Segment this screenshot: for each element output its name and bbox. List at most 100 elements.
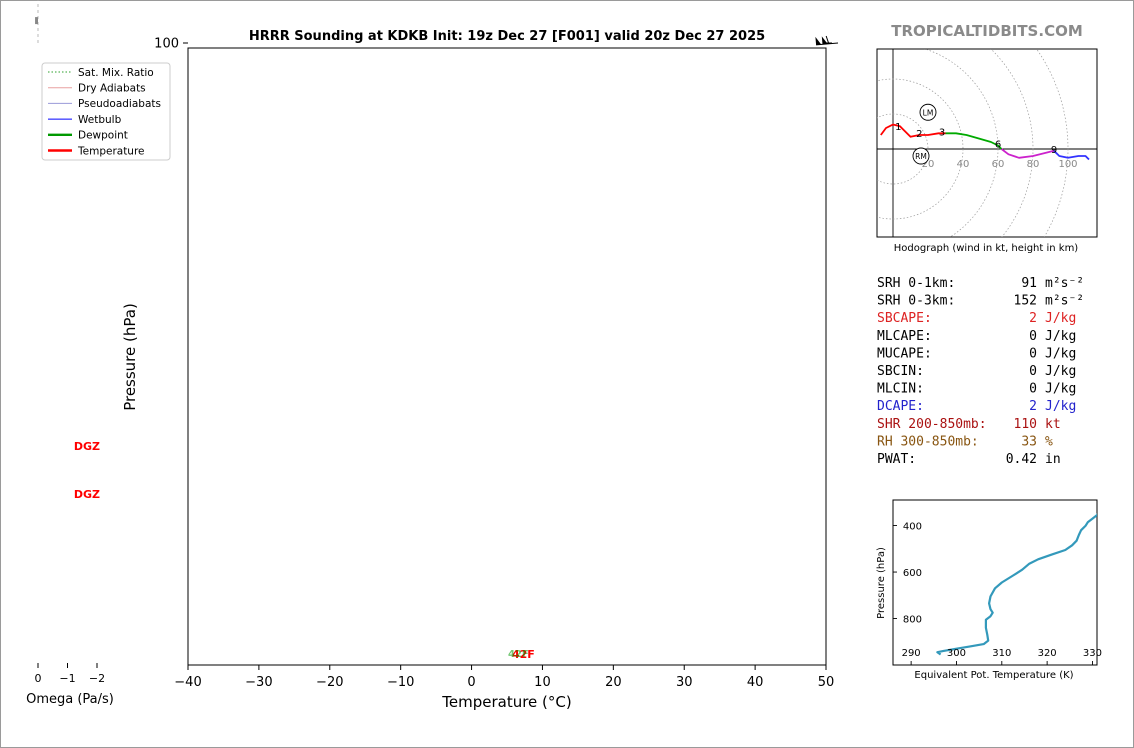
hodograph: 20 40 60 80 100 1 2 3 6 9 LM RM	[877, 49, 1097, 237]
hodograph-ring-label: 80	[1027, 159, 1040, 170]
skewt-axes-frame	[187, 47, 827, 666]
index-unit: m²s⁻²	[1045, 294, 1084, 309]
barb-flag	[825, 35, 830, 44]
index-unit: J/kg	[1045, 399, 1076, 414]
surface-temp-label: 42F	[512, 648, 535, 661]
legend-label: Sat. Mix. Ratio	[78, 67, 154, 79]
index-label: DCAPE:	[877, 399, 924, 414]
index-label: MUCAPE:	[877, 346, 932, 361]
index-value: 0	[1029, 382, 1037, 397]
index-value: 0.42	[1006, 452, 1037, 467]
index-unit: J/kg	[1045, 346, 1076, 361]
hodograph-height-label: 3	[939, 127, 945, 138]
hodograph-segment	[945, 132, 1003, 150]
hodograph-ring-label: 40	[957, 159, 970, 170]
legend-label: Dewpoint	[78, 130, 128, 142]
legend: Sat. Mix. Ratio Dry Adiabats Pseudoadiabat…	[41, 62, 171, 161]
omega-panel: 0 −1 −2	[35, 0, 105, 685]
right-mover-label: RM	[915, 152, 927, 161]
theta-e-y-tick-label: 800	[903, 615, 922, 626]
theta-e-y-tick-label: 400	[903, 522, 922, 533]
omega-bar	[35, 17, 38, 25]
theta-e-y-tick-label: 600	[903, 568, 922, 579]
index-label: MLCAPE:	[877, 329, 932, 344]
x-tick-label: 20	[605, 675, 622, 690]
index-unit: J/kg	[1045, 382, 1076, 397]
hodograph-height-label: 2	[916, 129, 922, 140]
hodograph-segment	[880, 123, 946, 138]
right-mover-marker	[912, 147, 930, 165]
wind-barb	[815, 35, 839, 46]
index-label: SRH 0-3km:	[877, 294, 955, 309]
index-label: MLCIN:	[877, 382, 924, 397]
theta-e-xlabel: Equivalent Pot. Temperature (K)	[914, 670, 1073, 681]
hodograph-frame	[876, 48, 1098, 238]
y-axis-label: Pressure (hPa)	[121, 303, 139, 411]
hodograph-caption: Hodograph (wind in kt, height in km)	[894, 243, 1079, 254]
hodograph-ring-label: 20	[922, 159, 935, 170]
x-axis-label: Temperature (°C)	[441, 693, 571, 711]
skewt-ticks: −40−30−20−100102030405010020030040050060…	[154, 37, 835, 691]
wind-barbs	[815, 35, 839, 46]
legend-label: Pseudoadiabats	[78, 98, 161, 110]
index-unit: %	[1045, 434, 1053, 449]
x-tick-label: 30	[676, 675, 693, 690]
index-label: RH 300-850mb:	[877, 434, 979, 449]
hodograph-height-label: 6	[995, 140, 1001, 151]
index-value: 110	[1014, 417, 1037, 432]
theta-e-x-tick-label: 300	[947, 648, 966, 659]
hodograph-ring	[877, 113, 929, 185]
hodograph-segment	[1000, 148, 1055, 159]
legend-label: Temperature	[77, 145, 145, 157]
index-unit: J/kg	[1045, 329, 1076, 344]
index-label: SHR 200-850mb:	[877, 417, 987, 432]
hodograph-height-label: 9	[1051, 145, 1057, 156]
x-tick-label: −40	[174, 675, 201, 690]
legend-label: Wetbulb	[78, 114, 122, 126]
x-tick-label: −10	[387, 675, 414, 690]
index-label: SRH 0-1km:	[877, 276, 955, 291]
hodograph-height-label: 1	[895, 122, 901, 133]
index-unit: m²s⁻²	[1045, 276, 1084, 291]
x-tick-label: −30	[245, 675, 272, 690]
index-value: 152	[1014, 294, 1037, 309]
index-label: SBCAPE:	[877, 311, 932, 326]
index-value: 2	[1029, 311, 1037, 326]
theta-e-x-tick-label: 290	[902, 648, 921, 659]
index-value: 91	[1021, 276, 1037, 291]
hodograph-ring-label: 60	[992, 159, 1005, 170]
theta-e-x-tick-label: 310	[992, 648, 1011, 659]
watermark: TROPICALTIDBITS.COM	[891, 22, 1083, 40]
omega-tick-label: 0	[35, 672, 42, 685]
hodograph-ring	[877, 78, 964, 220]
hodograph-ring-label: 100	[1058, 159, 1077, 170]
hodograph-ring	[1036, 49, 1069, 237]
isotherm-line	[1117, 0, 1134, 43]
x-tick-label: 0	[467, 675, 475, 690]
index-unit: in	[1045, 452, 1061, 467]
index-value: 0	[1029, 346, 1037, 361]
chart-title: HRRR Sounding at KDKB Init: 19z Dec 27 […	[249, 29, 765, 44]
dgz-label-bottom: DGZ	[74, 488, 100, 501]
index-value: 33	[1021, 434, 1037, 449]
hodograph-ring	[923, 49, 999, 237]
index-label: SBCIN:	[877, 364, 924, 379]
theta-e-frame	[892, 499, 1098, 666]
omega-tick-label: −1	[59, 672, 75, 685]
legend-box	[41, 62, 171, 161]
hodograph-segment	[1053, 150, 1090, 161]
theta-e-x-tick-label: 320	[1038, 648, 1057, 659]
index-value: 0	[1029, 329, 1037, 344]
left-mover-marker	[919, 103, 937, 121]
x-tick-label: 50	[818, 675, 835, 690]
theta-e-ylabel: Pressure (hPa)	[876, 547, 887, 619]
surface-dewpoint-label: 42F	[508, 649, 529, 660]
index-unit: J/kg	[1045, 311, 1076, 326]
x-tick-label: −20	[316, 675, 343, 690]
index-unit: J/kg	[1045, 364, 1076, 379]
left-mover-label: LM	[923, 108, 934, 117]
hodograph-ring	[990, 49, 1034, 237]
omega-label: Omega (Pa/s)	[26, 692, 114, 707]
indices-table: SRH 0-1km: 91 m²s⁻² SRH 0-3km: 152 m²s⁻² SBCAP…	[877, 276, 1084, 467]
